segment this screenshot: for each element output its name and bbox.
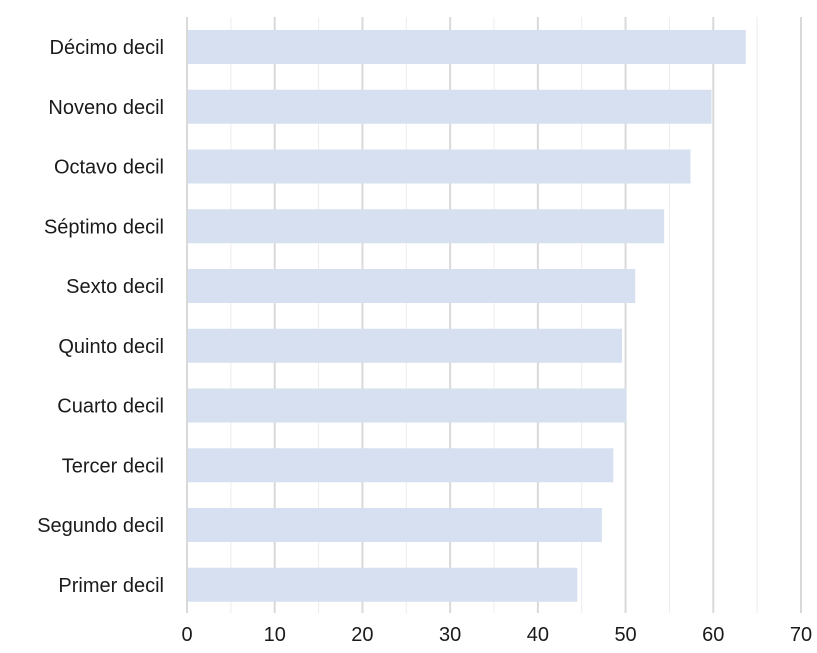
category-label: Segundo decil	[37, 515, 164, 537]
x-tick-label: 10	[264, 624, 286, 646]
x-tick-label: 20	[351, 624, 373, 646]
bars	[187, 30, 746, 602]
x-tick-label: 60	[702, 624, 724, 646]
bar-7	[187, 388, 627, 423]
category-label: Primer decil	[58, 575, 164, 597]
bar-4	[187, 209, 665, 244]
bar-5	[187, 269, 636, 303]
category-label: Décimo decil	[50, 37, 164, 59]
x-tick-label: 0	[181, 624, 192, 646]
bar-2	[187, 89, 712, 124]
bar-10	[187, 567, 578, 602]
x-tick-label: 50	[614, 624, 636, 646]
x-tick-label: 30	[439, 624, 461, 646]
category-label: Sexto decil	[66, 276, 164, 298]
category-label: Séptimo decil	[44, 216, 164, 238]
category-label: Tercer decil	[62, 455, 164, 477]
category-label: Cuarto decil	[57, 396, 164, 418]
bar-3	[187, 149, 691, 184]
x-tick-labels: 0 10 20 30 40 50 60 70	[181, 624, 812, 646]
bar-8	[187, 448, 614, 483]
category-label: Quinto decil	[58, 336, 164, 358]
category-labels: Décimo decil Noveno decil Octavo decil Sépt…	[37, 37, 164, 597]
category-label: Octavo decil	[54, 157, 164, 179]
bar-9	[187, 508, 602, 542]
x-tick-label: 70	[790, 624, 812, 646]
x-tick-label: 40	[527, 624, 549, 646]
category-label: Noveno decil	[48, 97, 164, 119]
bar-6	[187, 328, 623, 363]
bar-1	[187, 30, 746, 64]
